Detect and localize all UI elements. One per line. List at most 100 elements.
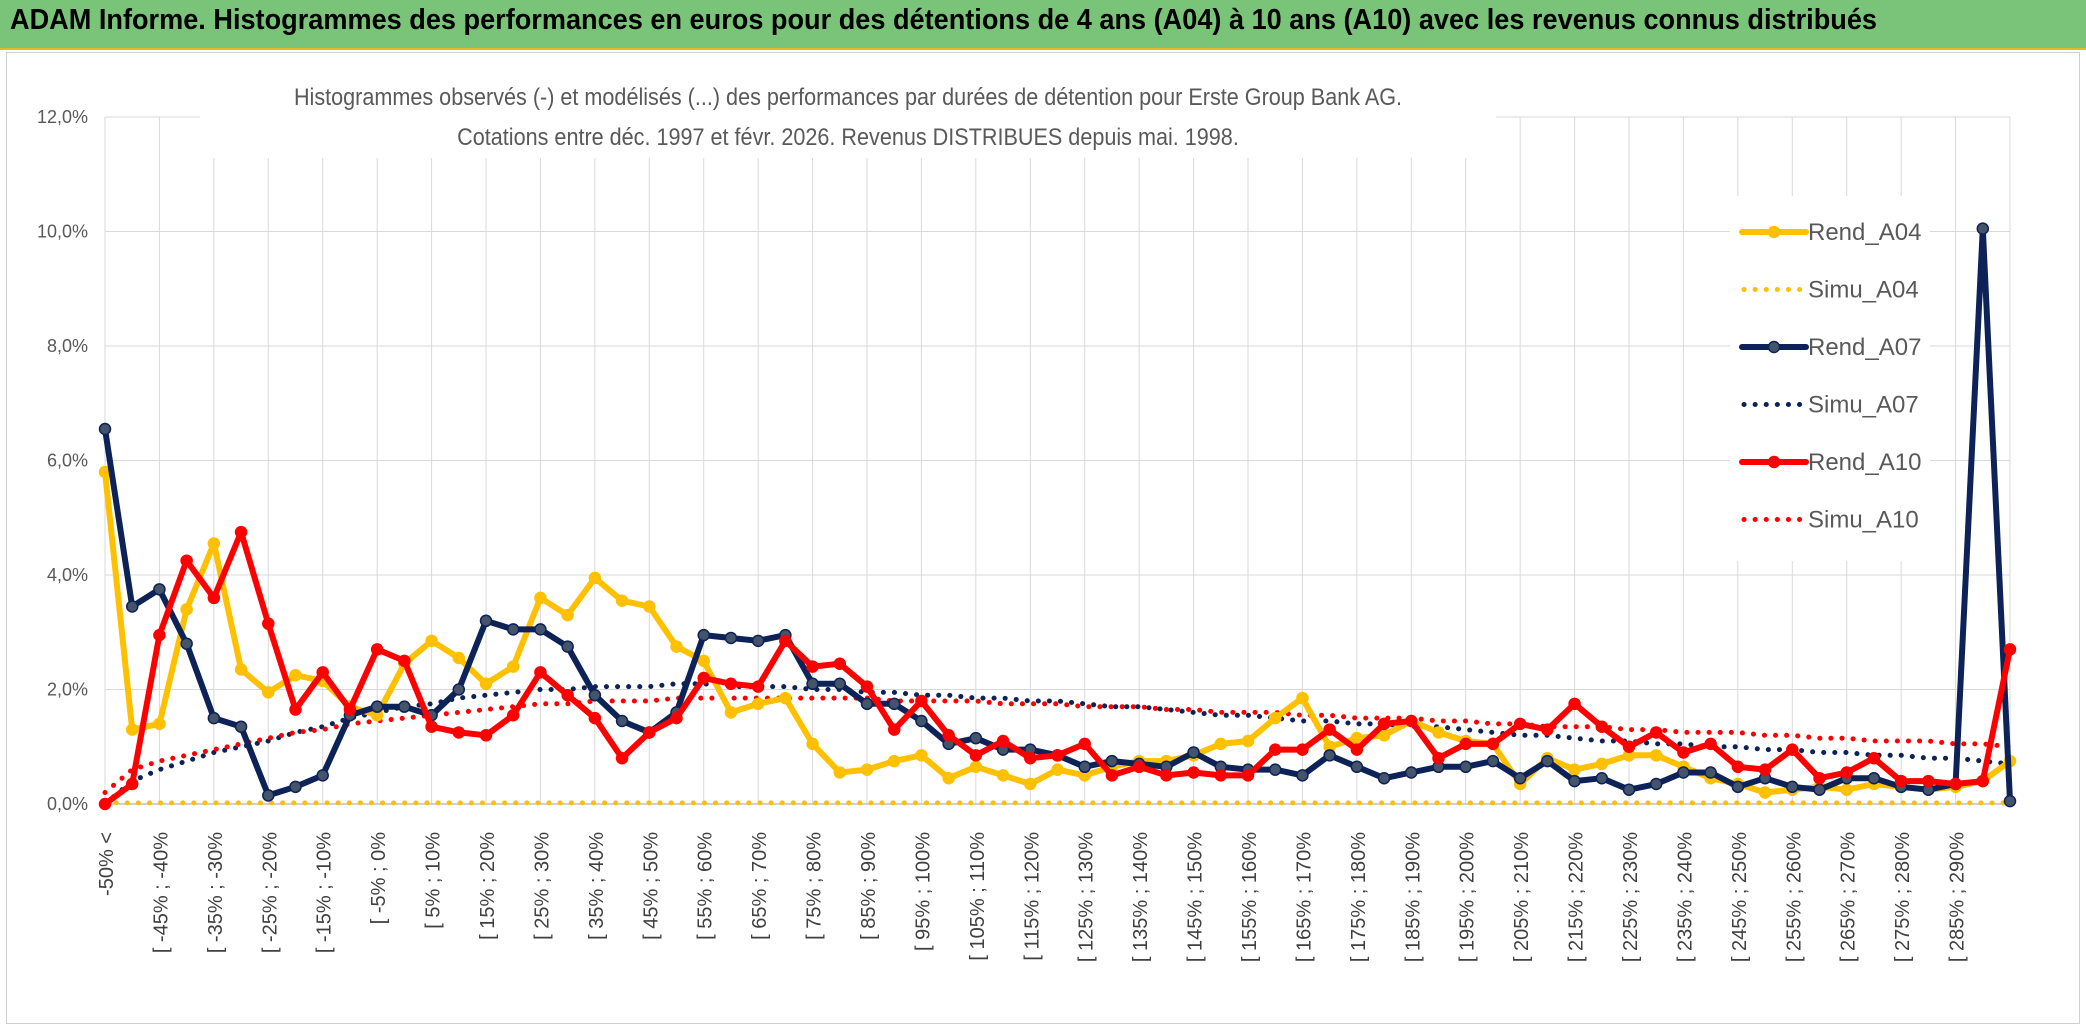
rend-a04-point [588,571,602,585]
x-tick-label: [ 75% ; 80% [804,832,826,940]
rend-a07-point [316,769,329,782]
rend-a10-point [1486,737,1500,751]
rend-a10-point [1513,717,1527,731]
rend-a10-point [1568,697,1581,711]
chart-title-line-1: Histogrammes observés (-) et modélisés (… [293,84,1403,111]
rend-a10-point [1459,737,1472,751]
rend-a04-point [643,600,656,613]
rend-a10-point [1840,766,1853,779]
rend-a10-point [1078,737,1091,751]
rend-a07-point [534,623,547,636]
x-tick-label: [ 135% ; 140% [1130,832,1152,962]
legend-marker-rend-a07 [1767,340,1781,354]
rend-a10-point [1350,743,1364,756]
rend-a07-point [479,614,493,628]
rend-a07-line [102,225,2013,805]
rend-a10-point [1595,720,1609,733]
legend-box [1730,196,1930,561]
legend-marker-rend-a10 [1767,455,1781,469]
rend-a07-point [751,634,765,648]
rend-a10-point [1622,740,1636,753]
x-tick-label: [ 185% ; 190% [1402,832,1424,962]
rend-a10-point [751,680,765,693]
rend-a04-point [751,697,765,711]
x-tick-label: [ 25% ; 30% [531,832,553,940]
rend-a10-point [1541,723,1554,736]
rend-a04-point [262,686,275,699]
rend-a10-point [1649,726,1663,739]
rend-a04-point [969,760,983,774]
rend-a10-point [98,797,112,811]
y-tick-label: 6,0% [47,451,88,471]
rend-a10-point [479,729,493,742]
rend-a07-point [2003,794,2017,808]
legend-label-rend-a10: Rend_A10 [1808,449,1921,476]
x-tick-label: [ 155% ; 160% [1239,832,1261,962]
rend-a04-point [234,663,248,676]
rend-a04-point [942,771,955,785]
rend-a04-point [180,603,193,616]
rend-a07-point [452,683,466,696]
rend-a10-point [1432,751,1445,765]
rend-a10-point [1867,751,1881,765]
rend-a10-point [534,666,547,679]
rend-a10-point [1377,717,1391,731]
y-tick-label: 4,0% [47,565,88,585]
chart-title-block: Histogrammes observés (-) et modélisés (… [200,78,1496,158]
rend-a07-point [1105,754,1119,768]
x-tick-label: [ 255% ; 260% [1783,832,1805,962]
x-tick-label: [ 35% ; 40% [586,832,608,940]
rend-a10-point [1051,749,1064,762]
rend-a10-point [942,729,955,742]
rend-a04-point [1296,691,1309,705]
rend-a10-point [2003,643,2017,656]
rend-a10-point [887,723,901,736]
x-tick-label: [ 45% ; 50% [640,832,662,940]
rend-a04-point [153,717,166,731]
rend-a10-point [1731,760,1745,774]
x-tick-label: [ 125% ; 130% [1076,832,1098,962]
rend-a04-point [1024,777,1037,791]
rend-a04-point [1649,749,1663,762]
rend-a07-point [125,600,139,613]
rend-a07-point [1078,760,1091,774]
rend-a07-point [1513,771,1527,785]
rend-a10-point [1677,746,1690,759]
legend-label-rend-a07: Rend_A07 [1808,334,1921,361]
rend-a10-point [316,666,329,679]
rend-a07-point [1704,766,1717,779]
y-tick-label: 10,0% [37,222,88,242]
rend-a10-point [670,711,683,725]
rend-a07-point [1568,774,1581,788]
rend-a07-point [615,714,629,728]
x-tick-label: [ 115% ; 120% [1021,832,1043,961]
rend-a10-point [262,617,275,630]
rend-a04-point [289,668,302,682]
rend-a07-point [398,700,411,713]
rend-a04-point [125,723,139,736]
rend-a10-point [370,643,384,656]
simu-a10-line [102,695,2013,795]
rend-a10-point [1976,774,1990,788]
rend-a04-point [915,749,928,762]
rend-a04-point [534,591,547,605]
rend-a07-point [1350,760,1364,774]
rend-a10-point [1894,774,1908,788]
rend-a04-point [887,754,901,768]
rend-a07-point [1786,780,1799,794]
rend-a10-point [1268,743,1282,756]
rend-a10-point [1187,766,1200,779]
x-tick-label: [ 105% ; 110% [967,832,989,961]
x-tick-label: [ -15% ; -10% [314,832,336,953]
x-tick-label: [ 245% ; 250% [1729,832,1751,962]
y-tick-label: 2,0% [47,680,88,700]
rend-a04-point [1241,734,1255,748]
rend-a10-point [506,709,520,722]
rend-a10-point [343,703,357,716]
legend-label-simu-a10: Simu_A10 [1808,507,1919,534]
rend-a10-point [1405,714,1418,728]
x-tick-label: [ 15% ; 20% [477,832,499,940]
x-tick-label: [ 275% ; 280% [1892,832,1914,962]
rend-a07-point [1731,780,1745,794]
chart-title-line-2: Cotations entre déc. 1997 et févr. 2026.… [457,124,1239,151]
